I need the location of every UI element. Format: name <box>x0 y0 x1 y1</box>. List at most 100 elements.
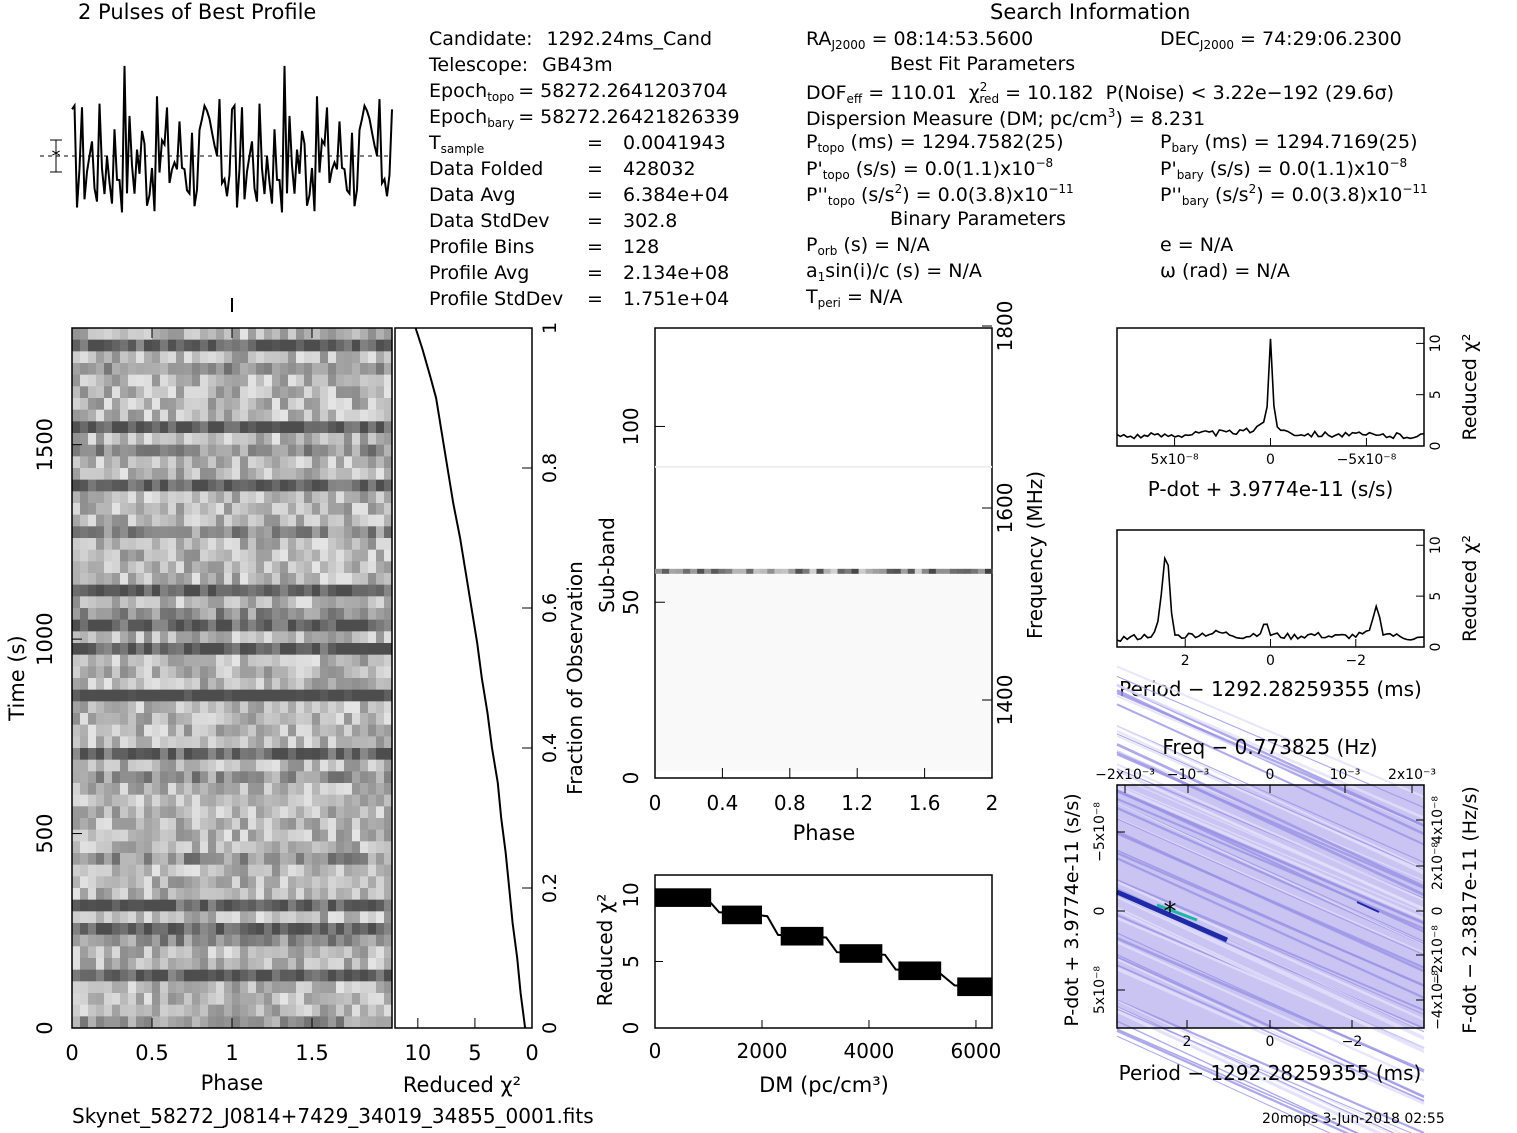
heatmap-cell <box>320 491 329 504</box>
heatmap-cell <box>96 619 105 632</box>
heatmap-cell <box>168 514 177 527</box>
heatmap-cell <box>184 794 193 807</box>
heatmap-cell <box>88 736 97 749</box>
heatmap-cell <box>136 678 145 691</box>
heatmap-cell <box>104 386 113 399</box>
heatmap-cell <box>160 724 169 737</box>
heatmap-cell <box>336 934 345 947</box>
heatmap-cell <box>272 946 281 959</box>
heatmap-cell <box>216 783 225 796</box>
heatmap-cell <box>304 666 313 679</box>
heatmap-cell <box>256 783 265 796</box>
heatmap-cell <box>256 654 265 667</box>
heatmap-cell <box>176 666 185 679</box>
heatmap-cell <box>248 923 257 936</box>
heatmap-cell <box>80 561 89 574</box>
heatmap-cell <box>88 468 97 481</box>
heatmap-cell <box>128 654 137 667</box>
heatmap-cell <box>176 1016 185 1029</box>
heatmap-cell <box>360 433 369 446</box>
heatmap-cell <box>288 421 297 434</box>
heatmap-cell <box>96 549 105 562</box>
heatmap-cell <box>368 654 377 667</box>
heatmap-cell <box>264 619 273 632</box>
heatmap-cell <box>352 573 361 586</box>
ra-line: RAJ2000 = 08:14:53.5600 <box>806 28 1034 52</box>
heatmap-cell <box>104 969 113 982</box>
heatmap-cell <box>312 374 321 387</box>
heatmap-cell <box>336 444 345 457</box>
heatmap-cell <box>256 993 265 1006</box>
y2-tick-label: −4x10⁻⁸ <box>1430 970 1446 1030</box>
heatmap-cell <box>328 503 337 516</box>
heatmap-cell <box>376 398 385 411</box>
heatmap-cell <box>352 619 361 632</box>
heatmap-cell <box>304 421 313 434</box>
heatmap-cell <box>168 1004 177 1017</box>
p-pdot-stripe <box>1116 733 1425 870</box>
heatmap-cell <box>296 363 305 376</box>
heatmap-cell <box>152 899 161 912</box>
heatmap-cell <box>80 701 89 714</box>
heatmap-cell <box>360 818 369 831</box>
heatmap-cell <box>304 794 313 807</box>
info-value: 0.0041943 <box>623 132 726 154</box>
heatmap-cell <box>328 818 337 831</box>
subband-rfi-cell <box>683 568 691 574</box>
heatmap-cell <box>336 876 345 889</box>
heatmap-cell <box>240 643 249 656</box>
heatmap-cell <box>72 328 81 341</box>
heatmap-cell <box>224 351 233 364</box>
heatmap-cell <box>184 596 193 609</box>
heatmap-cell <box>160 876 169 889</box>
x-tick-label: 2 <box>1183 1034 1192 1050</box>
heatmap-cell <box>352 888 361 901</box>
heatmap-cell <box>184 759 193 772</box>
heatmap-cell <box>304 899 313 912</box>
heatmap-cell <box>336 993 345 1006</box>
heatmap-cell <box>232 608 241 621</box>
heatmap-cell <box>144 969 153 982</box>
heatmap-cell <box>312 841 321 854</box>
heatmap-cell <box>112 456 121 469</box>
heatmap-cell <box>256 958 265 971</box>
heatmap-cell <box>256 514 265 527</box>
heatmap-cell <box>96 608 105 621</box>
heatmap-cell <box>136 503 145 516</box>
info-row: Telescope: GB43m <box>429 56 613 75</box>
heatmap-cell <box>376 584 385 597</box>
info-row: Profile Bins = 128 <box>429 236 660 258</box>
heatmap-cell <box>272 328 281 341</box>
heatmap-cell <box>272 748 281 761</box>
heatmap-cell <box>256 794 265 807</box>
heatmap-cell <box>248 584 257 597</box>
heatmap-cell <box>344 631 353 644</box>
heatmap-cell <box>336 1004 345 1017</box>
pddot-bary-line: P''bary (s/s2) = 0.0(3.8)x10−11 <box>1160 182 1428 208</box>
heatmap-cell <box>96 433 105 446</box>
heatmap-cell <box>104 561 113 574</box>
heatmap-cell <box>216 853 225 866</box>
heatmap-cell <box>240 561 249 574</box>
heatmap-cell <box>312 1004 321 1017</box>
heatmap-cell <box>376 631 385 644</box>
heatmap-cell <box>320 561 329 574</box>
heatmap-cell <box>96 899 105 912</box>
heatmap-cell <box>352 818 361 831</box>
heatmap-cell <box>152 689 161 702</box>
heatmap-cell <box>240 444 249 457</box>
heatmap-cell <box>120 689 129 702</box>
heatmap-cell <box>232 514 241 527</box>
heatmap-cell <box>320 479 329 492</box>
heatmap-cell <box>368 841 377 854</box>
heatmap-cell <box>384 981 393 994</box>
heatmap-cell <box>272 853 281 866</box>
info-value: 6.384e+04 <box>623 184 730 206</box>
heatmap-cell <box>224 853 233 866</box>
heatmap-cell <box>320 654 329 667</box>
heatmap-cell <box>112 724 121 737</box>
heatmap-cell <box>240 619 249 632</box>
heatmap-cell <box>296 503 305 516</box>
heatmap-cell <box>304 946 313 959</box>
heatmap-cell <box>208 526 217 539</box>
